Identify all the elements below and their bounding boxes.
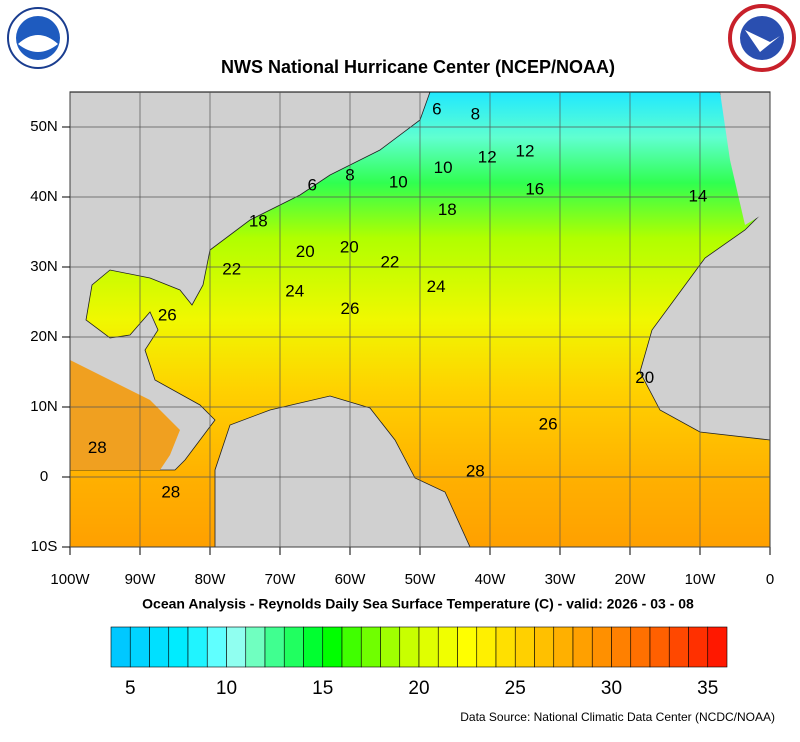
contour-label: 6 (307, 175, 316, 194)
color-cell (611, 626, 632, 668)
color-cell (283, 626, 304, 668)
color-cell (668, 626, 689, 668)
color-cell (226, 626, 247, 668)
contour-label: 12 (478, 147, 497, 166)
lon-label: 10W (685, 571, 717, 588)
color-cell (495, 626, 516, 668)
contour-label: 18 (438, 200, 457, 219)
color-cell (457, 626, 478, 668)
contour-label: 26 (158, 305, 177, 324)
contour-label: 24 (427, 277, 446, 296)
contour-label: 20 (296, 242, 315, 261)
color-cell (476, 626, 497, 668)
color-cell (341, 626, 362, 668)
colorbar-label: 10 (216, 678, 237, 699)
color-cell (649, 626, 670, 668)
contour-label: 14 (688, 186, 707, 205)
lat-label: 40N (30, 188, 58, 205)
contour-label: 26 (539, 415, 558, 434)
color-cell (110, 626, 131, 668)
color-cell (245, 626, 266, 668)
color-cell (264, 626, 285, 668)
color-cell (707, 626, 728, 668)
color-cell (572, 626, 593, 668)
europe (720, 92, 770, 225)
nws-logo (728, 4, 796, 72)
lat-label: 0 (40, 468, 48, 485)
south-america (214, 395, 471, 547)
color-cell (399, 626, 420, 668)
contour-label: 6 (432, 100, 441, 119)
color-cell (168, 626, 189, 668)
color-cell (360, 626, 381, 668)
color-cell (418, 626, 439, 668)
lat-label: 50N (30, 118, 58, 135)
lat-label: 30N (30, 258, 58, 275)
colorbar-label: 20 (408, 678, 429, 699)
colorbar-label: 35 (697, 678, 718, 699)
color-cell (591, 626, 612, 668)
north-america (70, 92, 431, 471)
color-cell (534, 626, 555, 668)
contour-label: 10 (389, 172, 408, 191)
lon-label: 80W (195, 571, 227, 588)
lon-label: 40W (475, 571, 507, 588)
color-cell (437, 626, 458, 668)
pacific (70, 360, 180, 470)
contour-label: 28 (466, 462, 485, 481)
color-cell (129, 626, 150, 668)
color-cell (380, 626, 401, 668)
contour-label: 16 (525, 179, 544, 198)
contour-label: 8 (345, 165, 354, 184)
color-cell (630, 626, 651, 668)
contour-label: 24 (285, 282, 304, 301)
lon-label: 50W (405, 571, 437, 588)
lon-label: 60W (335, 571, 367, 588)
color-cell (149, 626, 170, 668)
color-cell (187, 626, 208, 668)
noaa-logo (7, 7, 69, 69)
contour-label: 28 (88, 438, 107, 457)
lon-label: 0 (766, 571, 774, 588)
lat-label: 20N (30, 328, 58, 345)
lon-label: 70W (265, 571, 297, 588)
lon-label: 100W (50, 571, 90, 588)
lon-label: 30W (545, 571, 577, 588)
contour-label: 28 (161, 483, 180, 502)
contour-label: 22 (222, 259, 241, 278)
color-cell (322, 626, 343, 668)
contour-label: 20 (340, 238, 359, 257)
color-cell (514, 626, 535, 668)
contour-label: 10 (434, 158, 453, 177)
subtitle: Ocean Analysis - Reynolds Daily Sea Surf… (142, 596, 694, 612)
lat-label: 10S (31, 538, 58, 555)
color-cell (553, 626, 574, 668)
colorbar-label: 30 (601, 678, 622, 699)
lon-label: 20W (615, 571, 647, 588)
colorbar-label: 15 (312, 678, 333, 699)
contour-label: 22 (380, 252, 399, 271)
colorbar-label: 5 (125, 678, 136, 699)
data-source: Data Source: National Climatic Data Cent… (460, 710, 775, 724)
contour-label: 12 (516, 142, 535, 161)
colorbar-label: 25 (505, 678, 526, 699)
title: NWS National Hurricane Center (NCEP/NOAA… (221, 57, 615, 77)
contour-label: 18 (249, 212, 268, 231)
color-cell (688, 626, 709, 668)
contour-label: 8 (471, 105, 480, 124)
contour-label: 26 (341, 299, 360, 318)
color-cell (206, 626, 227, 668)
color-cell (303, 626, 324, 668)
contour-label: 20 (635, 368, 654, 387)
lon-label: 90W (125, 571, 157, 588)
lat-label: 10N (30, 398, 58, 415)
